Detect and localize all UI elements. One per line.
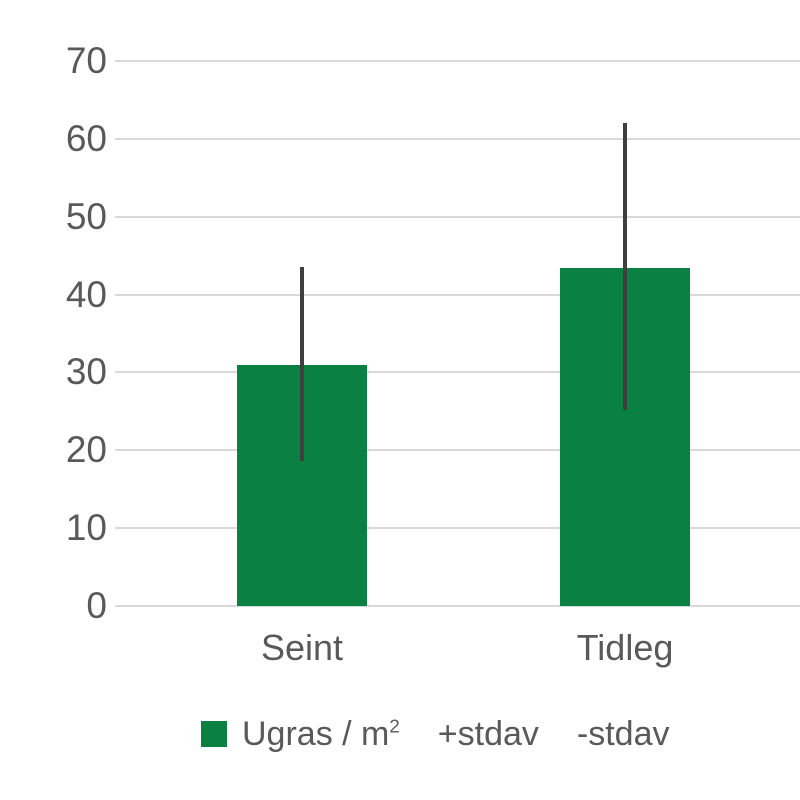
legend-label-ugras: Ugras / m2 [242, 715, 400, 754]
legend-item-plus-stdav: +stdav [438, 715, 539, 754]
gridline-0 [115, 605, 800, 607]
gridline-10 [115, 527, 800, 530]
gridline-40 [115, 293, 800, 296]
gridline-50 [115, 215, 800, 218]
x-axis-label-seint: Seint [260, 627, 344, 668]
legend-label-plus-stdav: +stdav [437, 714, 539, 753]
legend: Ugras / m2 +stdav -stdav [201, 710, 669, 758]
error-bar-seint [300, 267, 304, 462]
gridline-30 [115, 371, 800, 374]
x-axis-label-tidleg: Tidleg [576, 627, 674, 668]
y-tick-label-10: 10 [65, 507, 107, 549]
gridline-70 [115, 60, 800, 62]
legend-item-minus-stdav: -stdav [577, 715, 670, 754]
y-tick-label-50: 50 [65, 195, 107, 237]
legend-label-ugras-sup: 2 [389, 715, 400, 737]
y-tick-label-0: 0 [86, 585, 107, 626]
legend-swatch-green-square [201, 721, 227, 747]
y-tick-label-70: 70 [65, 40, 107, 81]
y-tick-label-20: 20 [65, 429, 107, 471]
y-tick-label-40: 40 [65, 273, 107, 315]
legend-item-ugras: Ugras / m2 [201, 715, 400, 754]
legend-label-ugras-text: Ugras / m [242, 714, 390, 753]
gridline-20 [115, 449, 800, 452]
y-tick-label-30: 30 [65, 351, 107, 393]
y-tick-label-60: 60 [65, 117, 107, 159]
error-bar-tidleg [623, 123, 627, 410]
legend-label-minus-stdav: -stdav [576, 714, 670, 753]
gridline-60 [115, 137, 800, 140]
